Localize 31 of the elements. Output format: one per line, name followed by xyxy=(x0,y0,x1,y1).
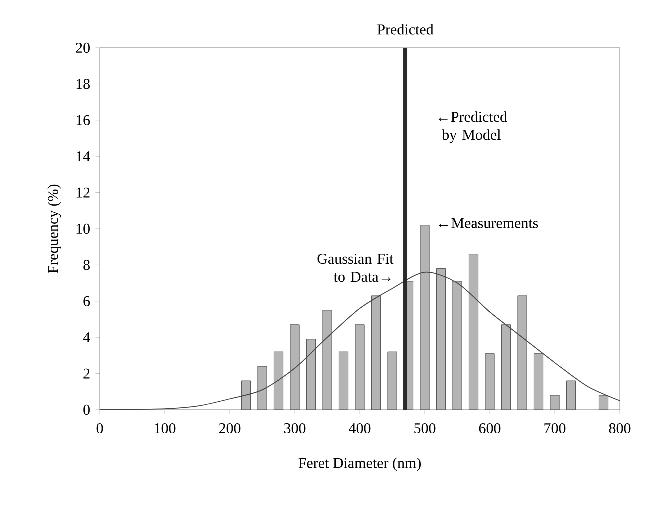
x-tick-label: 100 xyxy=(155,423,176,434)
y-tick-label: 4 xyxy=(83,332,90,343)
ref-line-label: Predicted xyxy=(378,24,434,35)
annotation: ←Predicted by Model xyxy=(438,112,508,144)
x-tick-label: 700 xyxy=(544,423,566,434)
bar xyxy=(355,324,365,410)
x-tick-label: 500 xyxy=(414,423,436,434)
bar xyxy=(338,352,349,410)
x-tick-label: 600 xyxy=(479,423,501,434)
bar xyxy=(388,352,398,410)
x-tick-label: 800 xyxy=(609,423,631,434)
annotation: Gaussian Fit to Data→ xyxy=(318,254,394,282)
bar xyxy=(485,354,495,410)
x-tick-label: 200 xyxy=(219,423,241,434)
y-axis-title: Frequency (%) xyxy=(48,184,62,274)
y-tick-label: 12 xyxy=(76,188,90,198)
x-tick-label: 300 xyxy=(284,423,306,434)
annotation: ←Measurements xyxy=(439,218,538,228)
y-tick-label: 8 xyxy=(84,260,90,270)
y-tick-label: 6 xyxy=(84,296,90,306)
y-tick-label: 2 xyxy=(84,368,90,379)
y-tick-label: 18 xyxy=(76,79,90,90)
y-tick-label: 0 xyxy=(84,404,90,416)
y-tick-label: 20 xyxy=(76,42,90,54)
y-tick-label: 16 xyxy=(76,115,90,126)
y-tick-label: 14 xyxy=(76,152,90,162)
x-tick-label: 0 xyxy=(96,423,104,434)
bar xyxy=(550,395,560,410)
x-tick-label: 400 xyxy=(349,423,371,434)
y-tick-label: 10 xyxy=(76,224,90,234)
x-axis-title: Feret Diameter (nm) xyxy=(298,458,422,472)
